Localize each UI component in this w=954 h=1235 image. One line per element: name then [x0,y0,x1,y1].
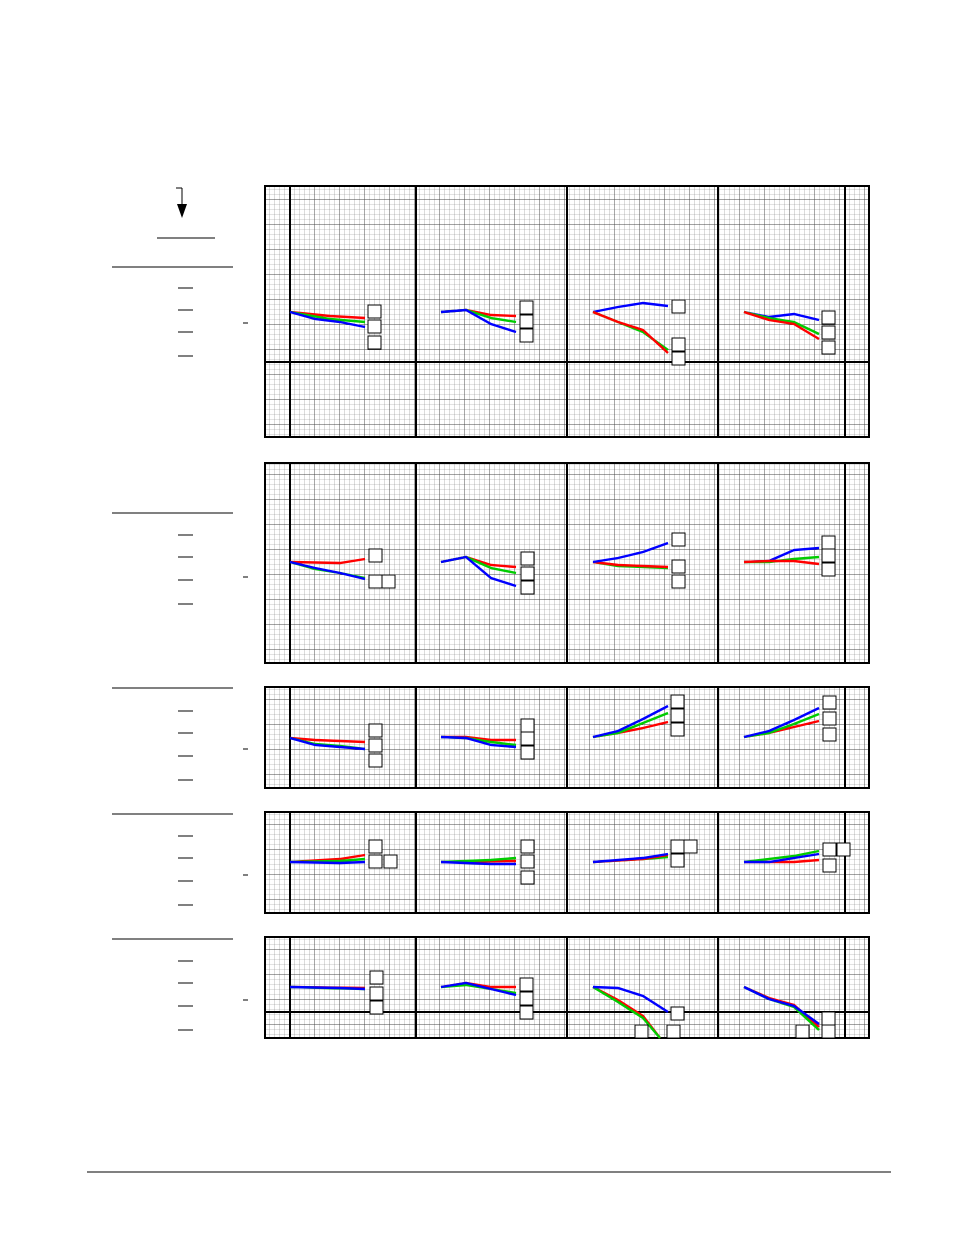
label-box [821,340,836,355]
label-box [519,991,534,1006]
trend-line [289,557,366,565]
label-box [368,548,383,563]
trend-line [592,985,661,1039]
label-box [519,328,534,343]
trend-line [743,985,820,1025]
label-box [519,300,534,315]
label-box [520,551,535,566]
trend-line [440,981,517,997]
label-box [369,970,384,985]
label-box [821,1024,836,1039]
trend-line [592,310,669,354]
trend-line [743,849,820,864]
label-box [671,532,686,547]
label-box [519,977,534,992]
label-box [367,304,382,319]
label-box [670,694,685,709]
trend-line [440,735,517,749]
label-box [683,839,698,854]
trend-line [440,555,517,588]
label-box [822,695,837,710]
label-box [822,727,837,742]
trend-line [289,736,366,744]
label-box [821,1011,836,1026]
label-box [520,839,535,854]
label-box [822,842,837,857]
label-box [367,319,382,334]
trend-line [289,310,366,329]
label-box [368,854,383,869]
label-box [520,745,535,760]
label-box [671,351,686,366]
label-box [520,718,535,733]
label-box [368,574,383,589]
trend-line [289,560,366,581]
trend-line [289,860,366,865]
label-box [520,854,535,869]
trend-line [289,985,366,991]
trend-line [592,704,669,739]
label-box [520,870,535,885]
label-box [822,711,837,726]
label-box [519,1005,534,1020]
label-box [368,839,383,854]
label-box [520,731,535,746]
label-box [670,853,685,868]
label-box [671,559,686,574]
trend-line [440,860,516,866]
label-box [822,858,837,873]
label-box [821,325,836,340]
label-box [520,580,535,595]
label-box [383,854,398,869]
trend-line [289,310,366,324]
trend-line [592,560,669,569]
trend-line [592,541,669,564]
label-box [368,753,383,768]
label-box [821,535,836,550]
trend-line [592,985,669,1014]
arrow-head [177,204,187,218]
label-box [634,1024,649,1039]
label-box [670,708,685,723]
label-box [367,335,382,350]
label-box [670,839,685,854]
label-box [671,337,686,352]
trend-line [592,852,669,864]
trend-line [440,856,517,864]
trend-line [743,706,820,739]
trend-line [743,310,820,341]
label-box [519,314,534,329]
label-box [369,1000,384,1015]
label-box [821,548,836,563]
label-box [381,574,396,589]
label-box [666,1024,681,1039]
trend-line [440,308,517,334]
label-box [369,986,384,1001]
trend-line [743,559,820,566]
label-box [670,722,685,737]
trend-line [744,852,820,864]
label-box [368,723,383,738]
label-box [795,1024,810,1039]
label-box [520,566,535,581]
trend-line [289,736,366,751]
label-box [670,1006,685,1021]
label-box [368,738,383,753]
label-box [821,310,836,325]
trend-line [592,301,669,314]
label-box [836,842,851,857]
label-box [821,562,836,577]
label-box [671,574,686,589]
label-box [671,299,686,314]
